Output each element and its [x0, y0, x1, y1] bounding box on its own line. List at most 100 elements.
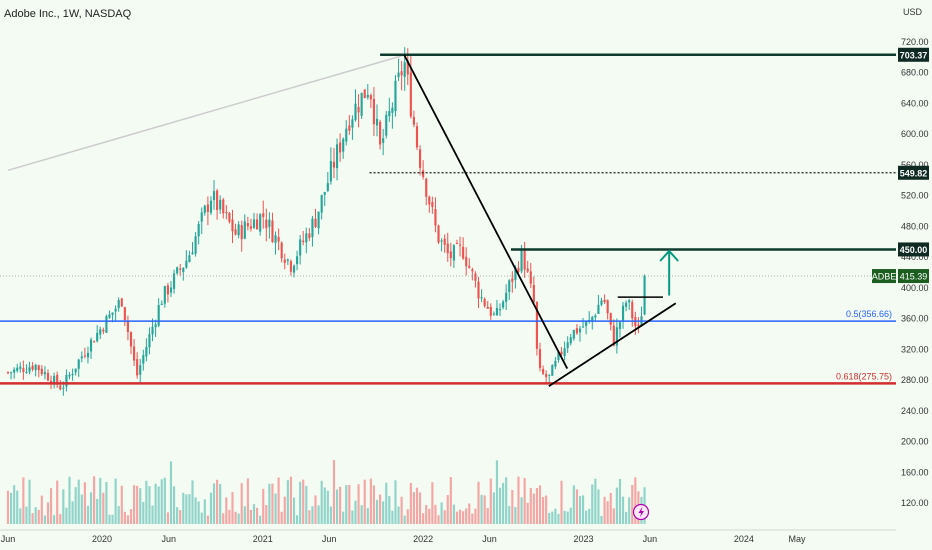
- volume-bar: [382, 501, 385, 524]
- x-tick-label: 2024: [734, 534, 754, 544]
- volume-bar: [588, 508, 591, 524]
- candle-body: [271, 220, 274, 243]
- volume-bar: [59, 514, 62, 524]
- volume-bar: [480, 494, 483, 524]
- candle-body: [465, 256, 468, 267]
- candle-body: [77, 359, 80, 369]
- level-price-badge: [898, 165, 929, 180]
- volume-bar: [68, 476, 71, 524]
- candle-body: [394, 80, 397, 112]
- ticker-symbol: ADBE: [872, 272, 897, 282]
- volume-bar: [249, 509, 253, 524]
- candle-body: [354, 103, 357, 121]
- candle-body: [53, 375, 56, 385]
- lightning-icon[interactable]: [632, 503, 650, 521]
- volume-bar: [40, 495, 43, 524]
- volume-bar: [234, 511, 237, 524]
- volume-bar: [43, 515, 46, 524]
- candle-body: [483, 298, 486, 306]
- volume-bar: [65, 507, 68, 524]
- volume-bar: [219, 483, 222, 524]
- candle-body: [148, 334, 151, 348]
- candle-body: [240, 225, 243, 240]
- volume-bar: [578, 496, 582, 524]
- volume-bar: [585, 510, 588, 524]
- y-tick-label: 640.00: [901, 98, 929, 108]
- volume-bar: [289, 476, 292, 524]
- volume-bar: [502, 482, 505, 524]
- volume-bar: [572, 485, 575, 524]
- candle-body: [74, 368, 77, 373]
- candle-body: [299, 239, 302, 256]
- level-price-badge: [898, 242, 929, 257]
- y-tick-label: 440.00: [901, 252, 929, 262]
- fib-level-label: 0.5(356.66): [846, 309, 892, 319]
- candle-body: [637, 324, 640, 327]
- volume-bar: [62, 489, 65, 524]
- volume-bar: [129, 509, 133, 524]
- volume-bar: [551, 511, 554, 524]
- candle-body: [548, 374, 551, 376]
- candle-body: [142, 355, 145, 364]
- candle-body: [391, 107, 394, 113]
- candle-body: [191, 252, 194, 255]
- volume-bar: [548, 512, 551, 524]
- volume-bar: [200, 512, 203, 524]
- volume-bar: [492, 492, 495, 524]
- volume-bar: [252, 504, 256, 524]
- candle-body: [295, 256, 299, 265]
- downtrend-line[interactable]: [403, 54, 569, 369]
- volume-bar: [37, 509, 40, 524]
- candle-body: [228, 212, 231, 222]
- volume-bar: [231, 492, 234, 524]
- volume-bar: [391, 510, 394, 524]
- volume-bar: [542, 497, 545, 524]
- y-tick-label: 280.00: [901, 375, 929, 385]
- volume-bar: [151, 505, 154, 524]
- volume-bar: [80, 494, 83, 524]
- volume-bar: [385, 482, 388, 524]
- breakout-arrow-head[interactable]: [659, 249, 679, 262]
- volume-bar: [323, 487, 326, 524]
- volume-bar: [560, 480, 563, 524]
- candle-body: [176, 267, 179, 274]
- volume-bar: [351, 510, 354, 524]
- volume-bar: [375, 499, 379, 524]
- volume-bar: [505, 477, 508, 524]
- candle-body: [120, 298, 123, 307]
- x-tick-label: 2020: [92, 534, 112, 544]
- volume-bar: [597, 489, 600, 524]
- candle-body: [40, 368, 43, 375]
- volume-bar: [9, 492, 13, 524]
- candle-body: [169, 287, 173, 293]
- candle-body: [643, 276, 646, 315]
- candle-body: [379, 121, 382, 145]
- candle-body: [388, 111, 391, 117]
- candle-body: [557, 352, 560, 360]
- candle-body: [492, 313, 495, 315]
- chart-title: Adobe Inc., 1W, NASDAQ: [4, 8, 132, 20]
- volume-bar: [154, 483, 157, 524]
- volume-bar: [163, 477, 166, 524]
- volume-bar: [437, 515, 440, 524]
- volume-bar: [388, 495, 391, 524]
- x-tick-label: Jun: [643, 534, 658, 544]
- candle-body: [431, 202, 434, 208]
- volume-bar: [31, 513, 34, 524]
- volume-bar: [529, 487, 532, 524]
- candle-body: [219, 199, 222, 210]
- candle-body: [323, 192, 326, 195]
- candle-body: [117, 300, 120, 309]
- volume-bar: [458, 509, 462, 524]
- top-trendline[interactable]: [7, 54, 405, 172]
- candle-body: [545, 373, 548, 378]
- volume-bar: [49, 488, 53, 524]
- support-trendline[interactable]: [548, 302, 677, 387]
- candle-body: [256, 219, 259, 230]
- volume-bar: [111, 514, 114, 524]
- volume-bar: [379, 494, 382, 524]
- volume-bar: [357, 484, 360, 524]
- volume-bar: [581, 495, 585, 524]
- candle-body: [280, 242, 283, 259]
